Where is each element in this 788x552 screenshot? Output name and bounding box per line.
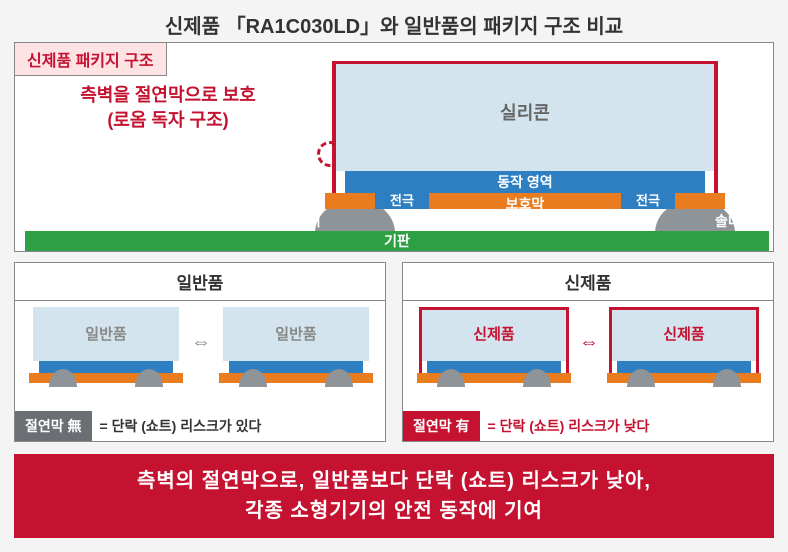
new-chip-right: 신제품 xyxy=(603,307,765,393)
new-chip-left: 신제품 xyxy=(413,307,575,393)
generic-header: 일반품 xyxy=(15,263,385,301)
risk-text-high: = 단락 (쇼트) 리스크가 있다 xyxy=(92,411,385,441)
panel-generic-product: 일반품 일반품 ⇔ 일반품 절연막 無 = 단락 (쇼트) 리스크가 있다 xyxy=(14,262,386,442)
generic-chip-left: 일반품 xyxy=(25,307,187,393)
insulation-wall-right xyxy=(714,61,718,209)
callout-line2: (로옴 독자 구조) xyxy=(33,108,303,133)
risk-row-generic: 절연막 無 = 단락 (쇼트) 리스크가 있다 xyxy=(15,411,385,441)
double-arrow-icon: ⇔ xyxy=(577,333,601,351)
mini-chip-label: 일반품 xyxy=(223,323,369,344)
new-header: 신제품 xyxy=(403,263,773,301)
cross-section-main: 실리콘 동작 영역 전극 전극 보호막 솔더 솔더 기판 xyxy=(295,61,755,241)
mini-insulation-wall xyxy=(566,307,569,383)
risk-row-new: 절연막 有 = 단락 (쇼트) 리스크가 낮다 xyxy=(403,411,773,441)
badge-has-insulation: 절연막 有 xyxy=(403,411,480,441)
mini-insulation-wall xyxy=(756,307,759,383)
solder-label-right: 솔더 xyxy=(715,211,741,231)
mini-new: 신제품 ⇔ 신제품 xyxy=(413,307,765,397)
conclusion-line1: 측벽의 절연막으로, 일반품보다 단락 (쇼트) 리스크가 낮아, xyxy=(14,466,774,496)
mini-chip-label: 일반품 xyxy=(33,323,179,344)
conclusion-banner: 측벽의 절연막으로, 일반품보다 단락 (쇼트) 리스크가 낮아, 각종 소형기… xyxy=(14,454,774,538)
mini-chip-label: 신제품 xyxy=(421,323,567,344)
callout-insulation: 측벽을 절연막으로 보호 (로옴 독자 구조) xyxy=(33,83,303,133)
solder-label-left: 솔더 xyxy=(295,211,321,231)
panel-new-product-structure: 신제품 패키지 구조 측벽을 절연막으로 보호 (로옴 독자 구조) 실리콘 동… xyxy=(14,42,774,252)
risk-text-low: = 단락 (쇼트) 리스크가 낮다 xyxy=(480,411,773,441)
insulation-wall-left xyxy=(332,61,336,209)
board-substrate: 기판 xyxy=(25,231,769,251)
double-arrow-icon: ⇔ xyxy=(189,333,213,351)
silicon-label: 실리콘 xyxy=(335,99,715,125)
panel-new-product: 신제품 신제품 ⇔ 신제품 절연막 有 = 단락 (쇼트) 리스크가 낮다 xyxy=(402,262,774,442)
protective-film-label: 보호막 xyxy=(325,194,725,214)
main-title: 신제품 「RA1C030LD」와 일반품의 패키지 구조 비교 xyxy=(0,0,788,45)
badge-no-insulation: 절연막 無 xyxy=(15,411,92,441)
active-region-label: 동작 영역 xyxy=(345,171,705,193)
mini-insulation-wall xyxy=(609,307,612,383)
mini-insulation-wall xyxy=(419,307,422,383)
mini-chip-label: 신제품 xyxy=(611,323,757,344)
callout-line1: 측벽을 절연막으로 보호 xyxy=(33,83,303,108)
tag-new-product: 신제품 패키지 구조 xyxy=(15,43,167,76)
mini-generic: 일반품 ⇔ 일반품 xyxy=(25,307,377,397)
generic-chip-right: 일반품 xyxy=(215,307,377,393)
conclusion-line2: 각종 소형기기의 안전 동작에 기여 xyxy=(14,496,774,526)
